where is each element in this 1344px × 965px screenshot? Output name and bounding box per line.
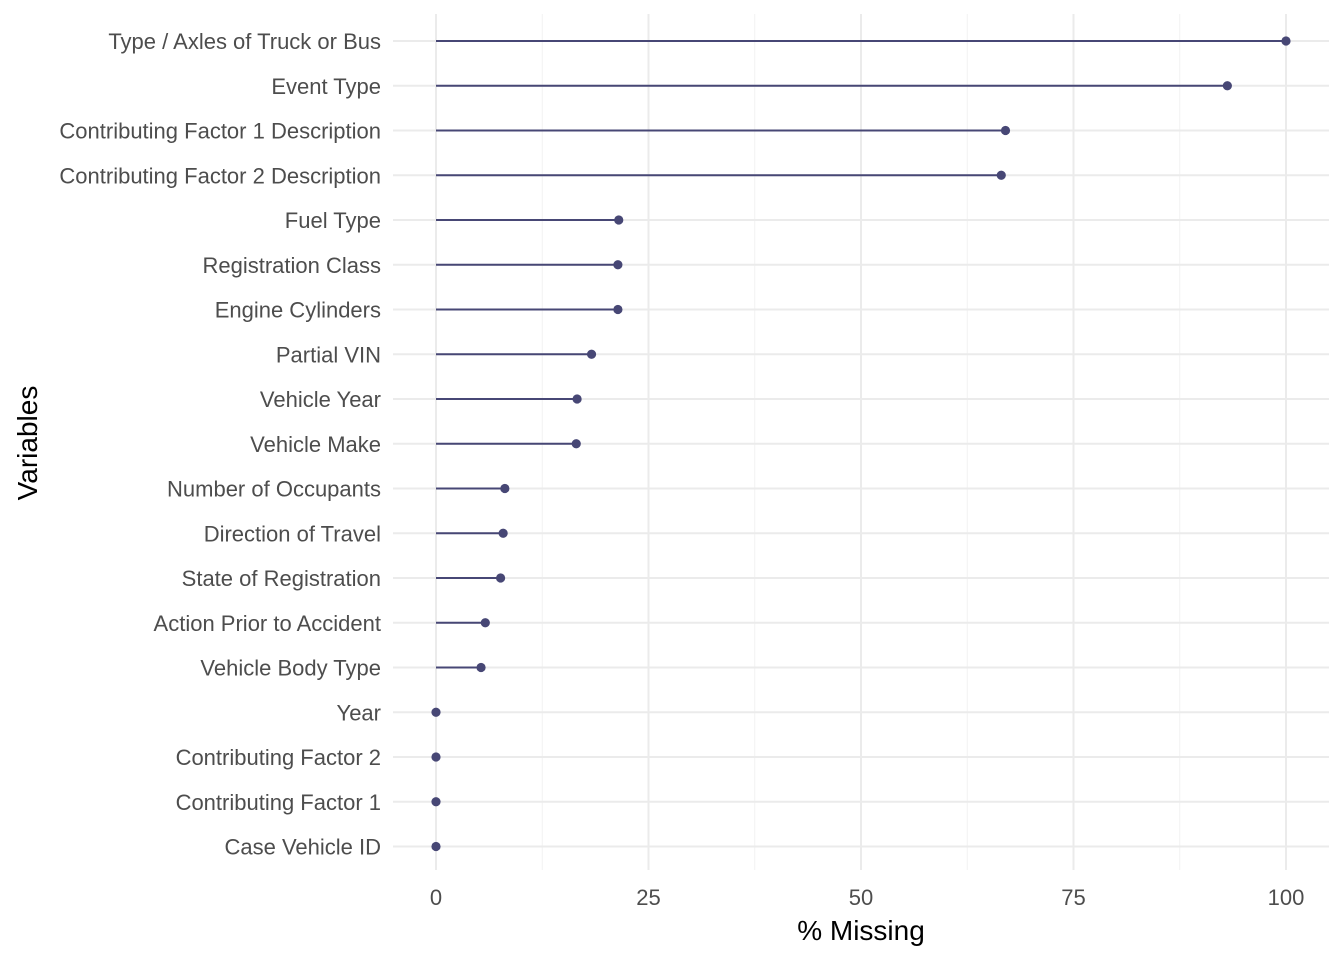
- x-tick-label: 0: [430, 885, 442, 910]
- lollipop-point: [1281, 36, 1291, 46]
- lollipop-point: [572, 394, 582, 404]
- y-tick-label: Direction of Travel: [204, 521, 381, 546]
- y-tick-label: Action Prior to Accident: [154, 611, 381, 636]
- lollipop-point: [500, 483, 510, 494]
- y-tick-label: Vehicle Year: [260, 387, 381, 412]
- grid-layer: [393, 14, 1329, 870]
- lollipop-point: [480, 618, 490, 628]
- y-tick-label: Contributing Factor 2: [176, 745, 381, 770]
- y-tick-label: Partial VIN: [276, 342, 381, 367]
- lollipop-point: [614, 215, 624, 225]
- y-tick-label: Registration Class: [202, 253, 381, 278]
- y-tick-label: Engine Cylinders: [215, 298, 381, 323]
- x-tick-label: 25: [636, 885, 660, 910]
- y-tick-label: Contributing Factor 1: [176, 790, 381, 815]
- x-tick-label: 50: [849, 885, 873, 910]
- y-tick-label: Vehicle Body Type: [200, 656, 381, 681]
- y-tick-label: Fuel Type: [285, 208, 381, 233]
- lollipop-point: [571, 439, 581, 449]
- x-axis-tick-labels: 0 25 50 75 100: [430, 885, 1304, 910]
- lollipop-point: [1000, 125, 1011, 136]
- lollipop-point: [498, 528, 508, 538]
- y-tick-label: Contributing Factor 2 Description: [59, 163, 381, 188]
- y-tick-label: State of Registration: [182, 566, 381, 591]
- lollipop-point: [431, 797, 441, 807]
- lollipop-point: [431, 707, 441, 717]
- x-tick-label: 100: [1268, 885, 1305, 910]
- lollipop-point: [613, 304, 623, 315]
- y-axis-title: Variables: [12, 386, 43, 501]
- y-axis-tick-labels: Type / Axles of Truck or Bus Event Type Co…: [59, 29, 381, 860]
- lollipop-point: [1222, 81, 1232, 91]
- lollipop-point: [496, 573, 506, 583]
- lollipop-point: [431, 752, 441, 762]
- lollipop-point: [996, 170, 1006, 180]
- marks-layer: [431, 36, 1291, 852]
- y-tick-label: Case Vehicle ID: [224, 835, 381, 860]
- y-tick-label: Number of Occupants: [167, 477, 381, 502]
- lollipop-point: [431, 841, 441, 852]
- y-tick-label: Type / Axles of Truck or Bus: [108, 29, 381, 54]
- y-tick-label: Vehicle Make: [250, 432, 381, 457]
- y-tick-label: Year: [337, 700, 381, 725]
- y-tick-label: Contributing Factor 1 Description: [59, 119, 381, 144]
- lollipop-point: [476, 662, 486, 673]
- x-axis-title: % Missing: [797, 915, 925, 946]
- lollipop-point: [586, 349, 597, 359]
- y-tick-label: Event Type: [271, 74, 381, 99]
- x-tick-label: 75: [1061, 885, 1085, 910]
- lollipop-point: [613, 260, 623, 270]
